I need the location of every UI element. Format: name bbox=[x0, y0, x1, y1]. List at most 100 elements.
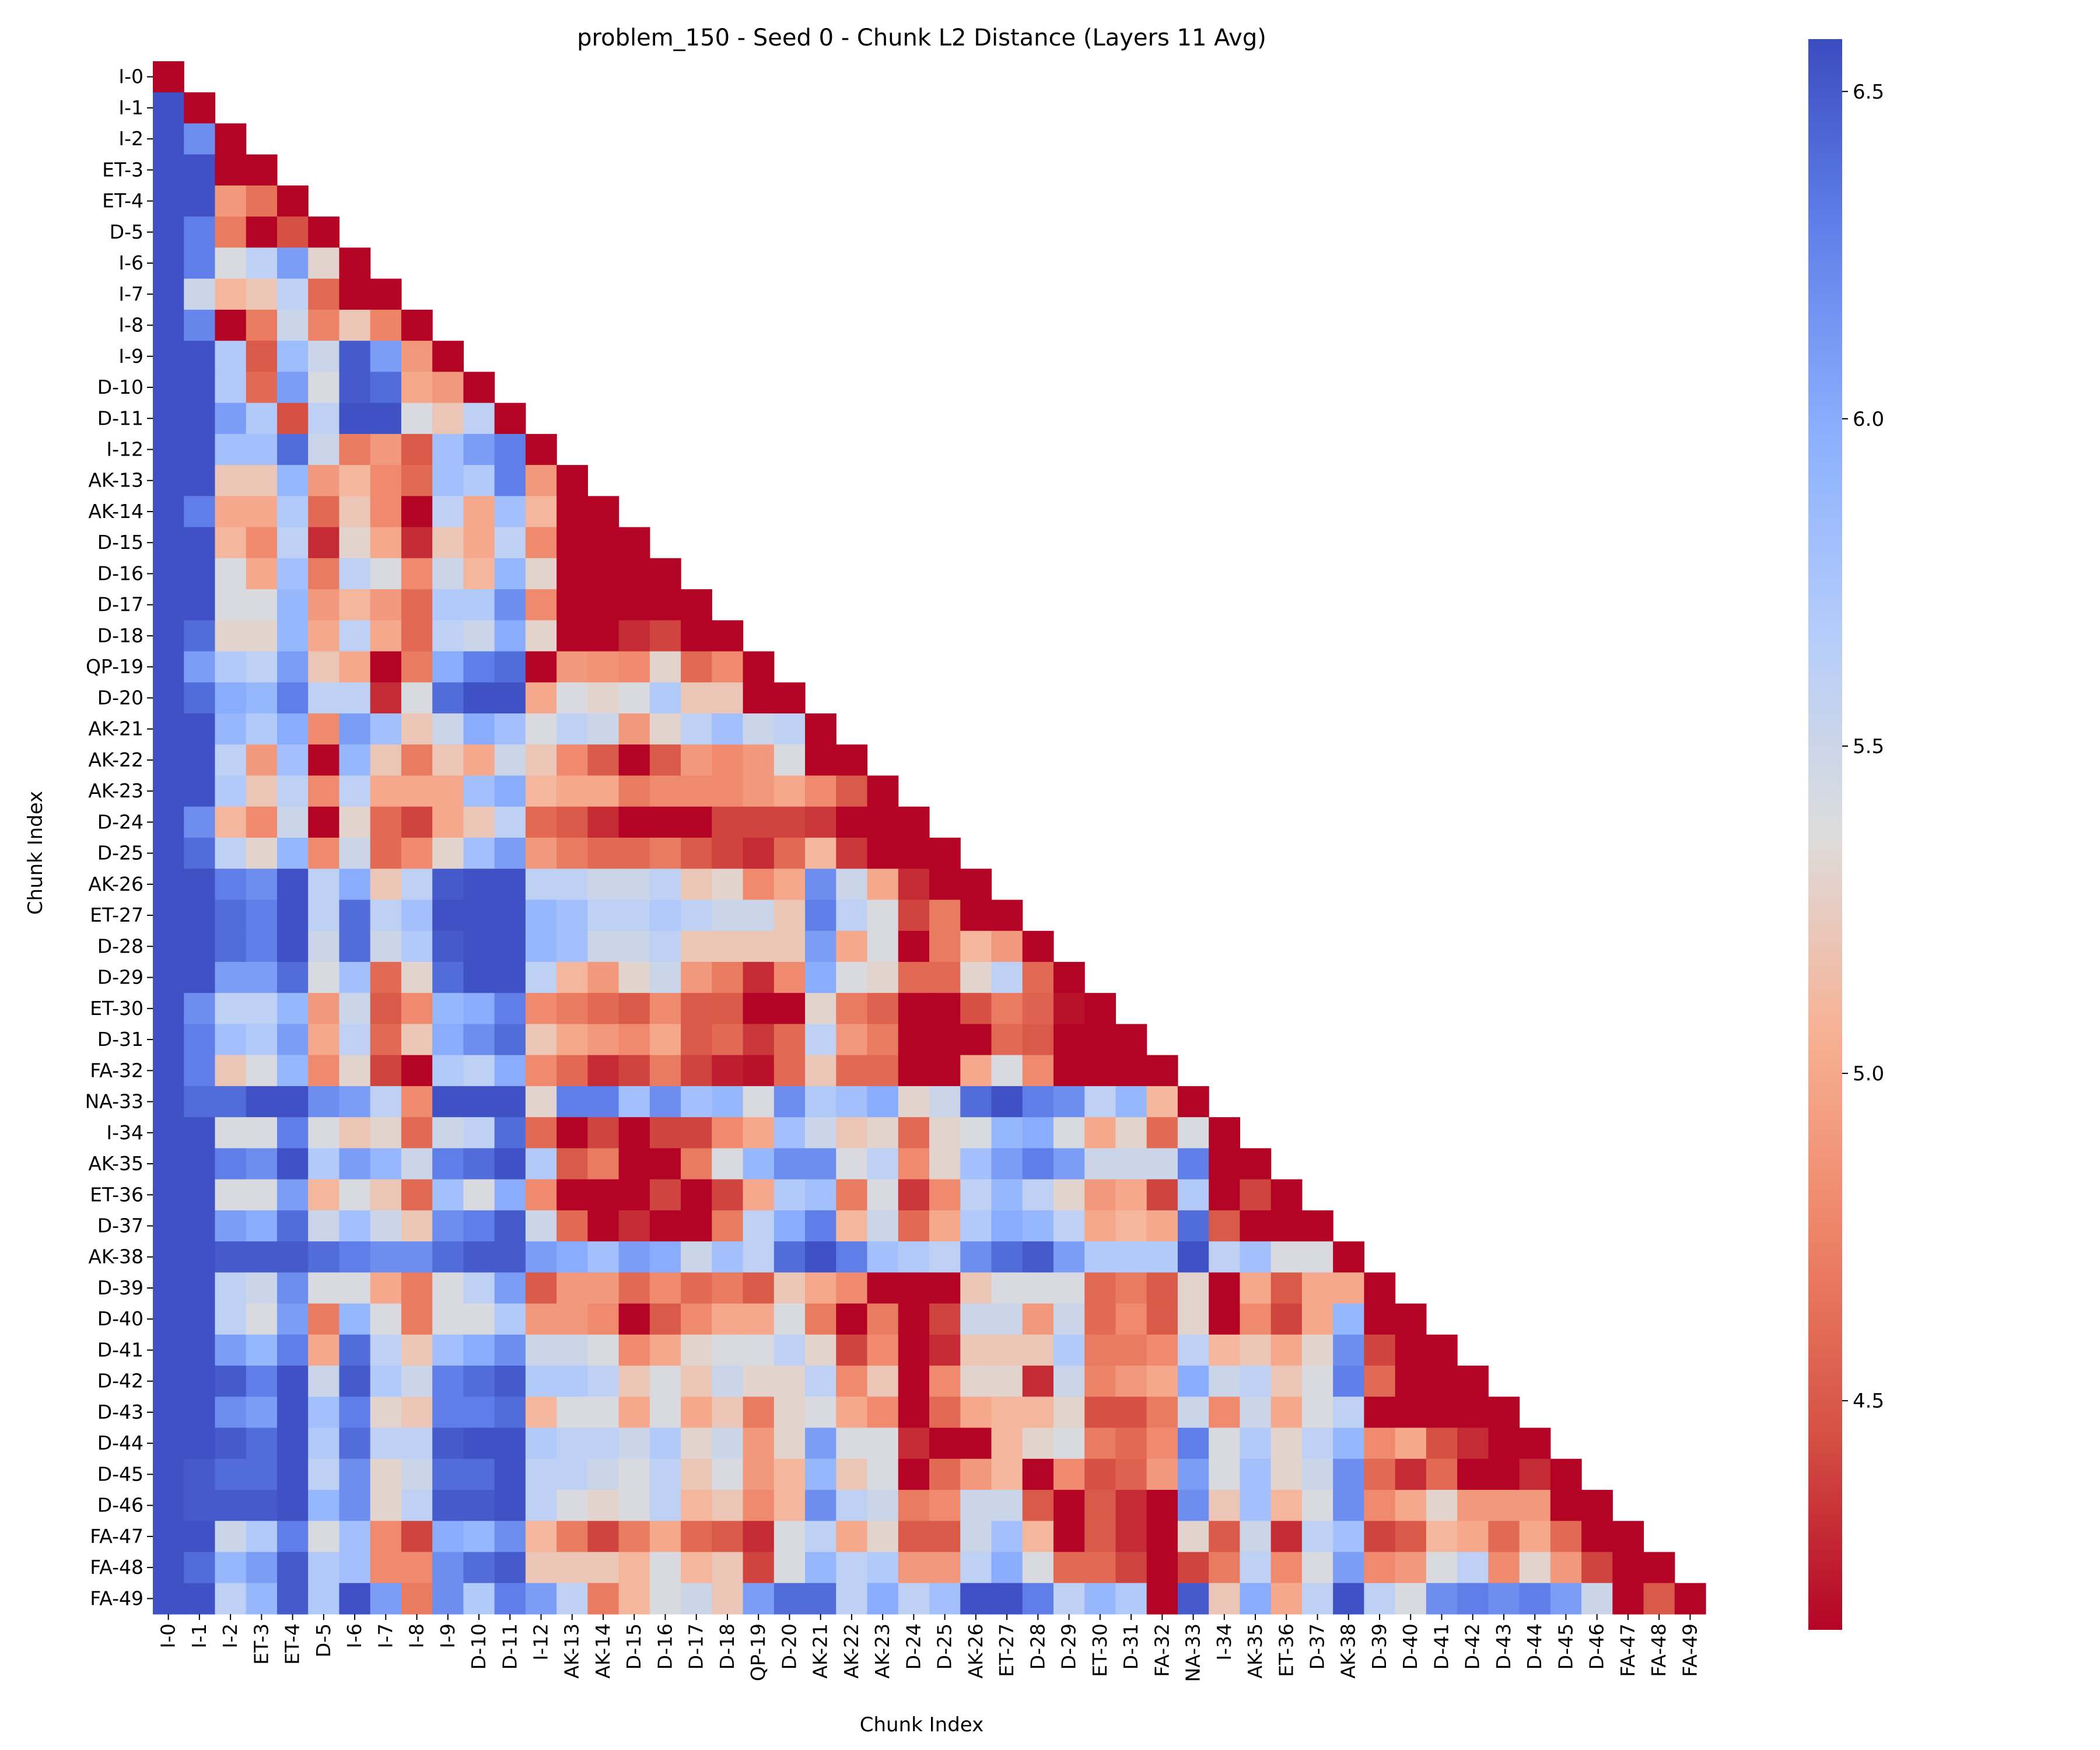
heatmap-cell bbox=[836, 1055, 868, 1087]
heatmap-cell bbox=[556, 651, 588, 683]
heatmap-cell bbox=[1146, 1552, 1178, 1584]
heatmap-cell bbox=[712, 1552, 744, 1584]
heatmap-cell bbox=[1053, 1303, 1085, 1335]
heatmap-cell bbox=[494, 651, 526, 683]
heatmap-cell bbox=[960, 1583, 992, 1615]
heatmap-cell bbox=[649, 1490, 681, 1521]
y-tick-label: ET-4 bbox=[102, 190, 144, 212]
y-tick-label: D-31 bbox=[97, 1028, 144, 1051]
heatmap-cell bbox=[370, 1179, 402, 1211]
heatmap-cell bbox=[1115, 1334, 1147, 1366]
heatmap-cell bbox=[618, 1117, 650, 1149]
heatmap-cell bbox=[432, 1334, 464, 1366]
x-tick-label: D-42 bbox=[1461, 1623, 1484, 1670]
heatmap-cell bbox=[432, 1366, 464, 1397]
heatmap-cell bbox=[308, 1241, 340, 1273]
heatmap-cell bbox=[556, 900, 588, 932]
heatmap-cell bbox=[1022, 1179, 1054, 1211]
heatmap-cell bbox=[184, 961, 216, 993]
heatmap-cell bbox=[339, 1272, 371, 1304]
heatmap-cell bbox=[960, 1490, 992, 1521]
heatmap-cell bbox=[339, 496, 371, 528]
heatmap-cell bbox=[1364, 1427, 1396, 1460]
heatmap-cell bbox=[215, 527, 247, 559]
x-tick-label: FA-32 bbox=[1150, 1623, 1173, 1677]
heatmap-cell bbox=[153, 961, 184, 993]
heatmap-cell bbox=[525, 496, 557, 528]
heatmap-cell bbox=[494, 1272, 526, 1304]
heatmap-cell bbox=[649, 1117, 681, 1149]
heatmap-cell bbox=[463, 1396, 495, 1429]
y-tick-label: ET-36 bbox=[90, 1183, 144, 1206]
heatmap-cell bbox=[1457, 1427, 1489, 1460]
heatmap-cell bbox=[805, 806, 836, 838]
heatmap-cell bbox=[960, 1086, 992, 1118]
heatmap-cell bbox=[743, 775, 775, 807]
heatmap-cell bbox=[1146, 1055, 1178, 1087]
heatmap-cell bbox=[649, 900, 681, 932]
heatmap-cell bbox=[401, 1024, 433, 1056]
heatmap-cell bbox=[1581, 1583, 1613, 1615]
heatmap-cell bbox=[215, 838, 247, 869]
heatmap-cell bbox=[618, 1396, 650, 1429]
heatmap-cell bbox=[153, 620, 184, 652]
heatmap-cell bbox=[1395, 1366, 1427, 1397]
x-tick-label: D-44 bbox=[1523, 1623, 1546, 1670]
heatmap-cell bbox=[929, 1148, 961, 1180]
heatmap-cell bbox=[184, 1117, 216, 1149]
heatmap-cell bbox=[494, 1427, 526, 1460]
heatmap-cell bbox=[463, 558, 495, 590]
heatmap-cell bbox=[1146, 1210, 1178, 1242]
heatmap-cell bbox=[184, 372, 216, 404]
y-tick-label: I-1 bbox=[118, 96, 144, 119]
heatmap-cell bbox=[1395, 1427, 1427, 1460]
heatmap-cell bbox=[1177, 1334, 1209, 1366]
heatmap-cell bbox=[308, 713, 340, 745]
heatmap-cell bbox=[215, 1241, 247, 1273]
heatmap-cell bbox=[712, 1086, 744, 1118]
heatmap-cell bbox=[712, 838, 744, 869]
heatmap-cell bbox=[1240, 1366, 1272, 1397]
heatmap-cell bbox=[432, 1117, 464, 1149]
heatmap-cell bbox=[276, 930, 309, 963]
x-tick-label: AK-21 bbox=[809, 1623, 832, 1679]
heatmap-cell bbox=[836, 1086, 868, 1118]
heatmap-cell bbox=[618, 1055, 650, 1087]
heatmap-cell bbox=[184, 651, 216, 683]
heatmap-cell bbox=[308, 558, 340, 590]
heatmap-cell bbox=[401, 372, 433, 404]
heatmap-cell bbox=[494, 496, 526, 528]
heatmap-cell bbox=[1457, 1490, 1489, 1521]
heatmap-cell bbox=[494, 775, 526, 807]
heatmap-cell bbox=[1333, 1272, 1364, 1304]
heatmap-cell bbox=[867, 1396, 899, 1429]
heatmap-cell bbox=[494, 620, 526, 652]
heatmap-cell bbox=[556, 869, 588, 901]
heatmap-cell bbox=[401, 1334, 433, 1366]
heatmap-cell bbox=[215, 465, 247, 496]
heatmap-cell bbox=[960, 1210, 992, 1242]
heatmap-cell bbox=[774, 1210, 806, 1242]
heatmap-cell bbox=[276, 496, 309, 528]
heatmap-cell bbox=[308, 1117, 340, 1149]
heatmap-cell bbox=[339, 1241, 371, 1273]
heatmap-cell bbox=[153, 744, 184, 776]
heatmap-cell bbox=[1177, 1552, 1209, 1584]
heatmap-cell bbox=[1146, 1179, 1178, 1211]
heatmap-cell bbox=[215, 123, 247, 155]
heatmap-cell bbox=[649, 1427, 681, 1460]
heatmap-cell bbox=[308, 775, 340, 807]
x-tick-label: D-24 bbox=[902, 1623, 925, 1670]
heatmap-cell bbox=[712, 1521, 744, 1553]
heatmap-cell bbox=[960, 961, 992, 993]
x-tick-label: I-12 bbox=[530, 1623, 552, 1661]
heatmap-cell bbox=[681, 1055, 712, 1087]
heatmap-cell bbox=[401, 900, 433, 932]
heatmap-cell bbox=[1270, 1272, 1303, 1304]
heatmap-cell bbox=[618, 620, 650, 652]
heatmap-cell bbox=[836, 1396, 868, 1429]
heatmap-cell bbox=[712, 1148, 744, 1180]
heatmap-cell bbox=[339, 1583, 371, 1615]
heatmap-cell bbox=[339, 465, 371, 496]
heatmap-cell bbox=[587, 930, 620, 963]
